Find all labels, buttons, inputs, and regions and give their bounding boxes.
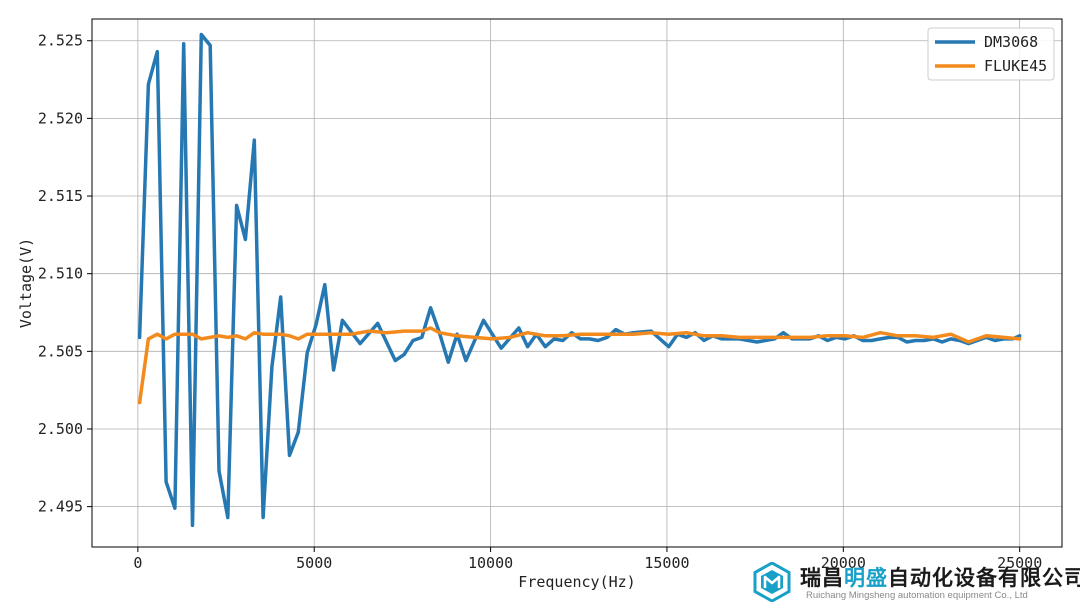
legend-label-fluke45: FLUKE45 xyxy=(984,57,1047,75)
x-tick-label: 0 xyxy=(133,554,142,572)
x-tick-label: 10000 xyxy=(468,554,513,572)
y-tick-label: 2.505 xyxy=(38,342,83,360)
x-tick-label: 5000 xyxy=(296,554,332,572)
company-name-english: Ruichang Mingsheng automation equipment … xyxy=(806,590,1028,601)
x-axis-label: Frequency(Hz) xyxy=(518,573,635,591)
series-lines xyxy=(137,32,1022,528)
company-name: 瑞昌明盛自动化设备有限公司 xyxy=(800,566,1080,590)
y-tick-label: 2.520 xyxy=(38,109,83,127)
company-watermark: 瑞昌明盛自动化设备有限公司 Ruichang Mingsheng automat… xyxy=(752,560,1080,606)
legend-label-dm3068: DM3068 xyxy=(984,33,1038,51)
plot-frame xyxy=(91,18,1063,548)
series-line-fluke45 xyxy=(137,326,1022,405)
y-axis-ticks: 2.495 2.500 2.505 2.510 2.515 2.520 2.525 xyxy=(38,32,92,516)
y-tick-label: 2.495 xyxy=(38,498,83,516)
y-tick-label: 2.515 xyxy=(38,187,83,205)
x-tick-label: 25000 xyxy=(997,554,1042,572)
series-line-dm3068 xyxy=(137,32,1022,528)
x-tick-label: 15000 xyxy=(644,554,689,572)
y-axis-label: Voltage(V) xyxy=(17,238,35,328)
company-logo-icon xyxy=(753,562,791,602)
legend: DM3068 FLUKE45 xyxy=(927,27,1055,81)
x-axis-ticks: 0 5000 10000 15000 20000 25000 xyxy=(133,547,1042,572)
y-tick-label: 2.500 xyxy=(38,420,83,438)
y-tick-label: 2.510 xyxy=(38,265,83,283)
grid-lines xyxy=(92,19,1062,547)
y-tick-label: 2.525 xyxy=(38,32,83,50)
x-tick-label: 20000 xyxy=(821,554,866,572)
